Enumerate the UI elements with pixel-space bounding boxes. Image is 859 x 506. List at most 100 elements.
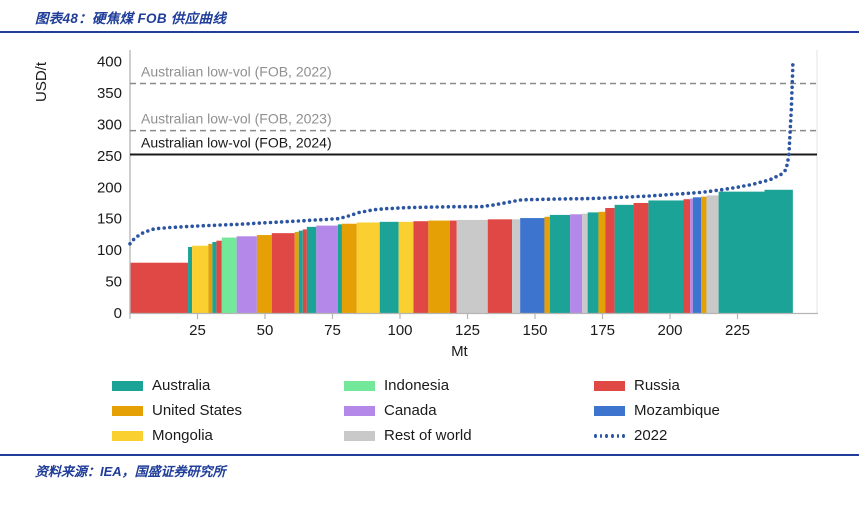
bar-canada (570, 214, 583, 313)
line-2022-dot (307, 218, 312, 223)
line-2022-dot (513, 199, 517, 203)
line-2022-dot (279, 220, 284, 224)
line-2022-dot (485, 204, 490, 208)
line-2022-dot (681, 191, 685, 196)
line-2022-dot (268, 220, 273, 225)
line-2022-dot (753, 182, 757, 186)
line-2022-dot (608, 195, 612, 200)
legend-label: Canada (384, 402, 437, 419)
y-axis-title: USD/t (33, 61, 50, 102)
legend-color-swatch (112, 380, 143, 391)
line-2022-dot (418, 205, 423, 210)
legend-color-swatch (344, 380, 375, 391)
y-tick-label: 200 (97, 179, 122, 196)
line-2022-dot (128, 242, 132, 246)
bar-russia (130, 262, 189, 313)
bars-group (130, 189, 793, 313)
line-2022-dot (546, 197, 551, 201)
line-2022-dot (653, 193, 657, 198)
line-2022-dot (518, 198, 523, 202)
line-2022-dot (597, 196, 601, 200)
line-2022-dot (563, 197, 568, 201)
line-2022-dot (636, 194, 640, 199)
line-2022-dot (362, 209, 367, 214)
bar-united-states (341, 223, 357, 313)
line-2022-dot (291, 219, 295, 224)
line-2022-dot (346, 214, 351, 218)
line-2022-dot (146, 229, 150, 233)
line-2022-dot (529, 197, 534, 202)
line-2022-dot (251, 221, 256, 226)
line-2022-dot (789, 113, 793, 118)
y-tick-label: 150 (97, 211, 122, 228)
line-2022-dot (285, 219, 290, 224)
reference-line-label: Australian low-vol (FOB, 2022) (141, 64, 332, 80)
legend-item-rest-of-world: Rest of world (344, 428, 594, 443)
line-2022-dot (223, 223, 228, 227)
line-2022-dot (156, 226, 161, 231)
reference-lines-group: Australian low-vol (FOB, 2022) Australian… (130, 64, 817, 156)
line-2022-dot (136, 234, 140, 238)
bar-rest-of-world (512, 219, 521, 313)
line-2022-dot (480, 204, 484, 209)
x-tick-label: 100 (387, 322, 412, 339)
y-tick-label: 350 (97, 85, 122, 102)
legend-item-mozambique: Mozambique (594, 403, 834, 418)
line-2022-dot (574, 197, 579, 201)
x-tick-label: 225 (725, 322, 750, 339)
line-2022-dot (697, 190, 702, 195)
line-2022-dot (769, 177, 773, 181)
axes-group: 25 50 75 100 125 150 175 200 225 Mt 0 50 100 150 200 25… (33, 50, 818, 360)
line-2022-dot (669, 192, 674, 197)
bar-australia (379, 221, 399, 313)
line-2022-dot (731, 186, 735, 190)
line-2022-dot (524, 197, 528, 202)
x-tick-label: 200 (657, 322, 682, 339)
legend-item-canada: Canada (344, 403, 594, 418)
line-2022-dot (140, 231, 145, 235)
line-2022-dot (207, 223, 211, 228)
x-tick-label: 175 (590, 322, 615, 339)
line-2022-dot (424, 205, 428, 209)
line-2022-dot (790, 74, 795, 78)
bar-mozambique (520, 218, 545, 313)
line-2022-dot (440, 205, 445, 209)
bar-indonesia (221, 237, 237, 313)
line-2022-dot (788, 130, 792, 134)
line-2022-dot (786, 158, 790, 162)
legend-color-swatch (594, 405, 625, 416)
line-2022-dot (641, 194, 646, 199)
line-2022-dot (787, 141, 792, 145)
bar-australia (298, 230, 303, 313)
legend-label: Indonesia (384, 377, 450, 394)
line-2022-dot (619, 195, 624, 200)
line-2022-dot (569, 197, 573, 201)
header-rule (0, 31, 859, 33)
line-2022-dot (173, 225, 178, 229)
legend-item-indonesia: Indonesia (344, 378, 594, 393)
line-2022-dot (625, 195, 629, 199)
line-2022-dot (552, 197, 556, 201)
legend-item-australia: Australia (112, 378, 344, 393)
line-2022-dot (184, 224, 189, 229)
line-2022-dot (379, 207, 384, 211)
line-2022-dot (313, 218, 318, 222)
line-2022-dot (785, 163, 789, 168)
bar-australia (718, 191, 765, 313)
bar-united-states (598, 211, 606, 313)
legend-item-2022: 2022 (594, 428, 834, 443)
bar-united-states (428, 220, 450, 313)
line-2022-dot (246, 222, 250, 226)
line-2022-dot (240, 222, 245, 226)
line-2022-dot (787, 152, 791, 157)
line-2022-dot (580, 196, 584, 201)
line-2022-dot (229, 222, 234, 227)
line-2022-dot (341, 215, 345, 220)
bar-australia (306, 226, 317, 313)
line-2022-dot (412, 205, 417, 210)
line-2022-dot (330, 217, 334, 221)
line-2022-dot (788, 135, 792, 140)
line-2022-dot (296, 219, 301, 223)
line-2022-dot (168, 225, 172, 230)
